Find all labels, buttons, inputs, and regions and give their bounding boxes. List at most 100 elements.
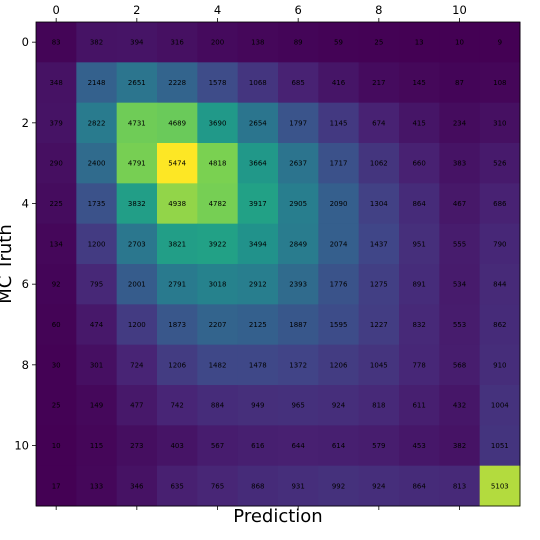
heatmap-cell [197,102,239,144]
heatmap-cell [318,465,360,507]
cell-value-label: 1735 [88,200,106,208]
heatmap-cell [439,102,481,144]
cell-value-label: 868 [251,482,264,490]
y-tick-label: 0 [22,35,29,49]
cell-value-label: 1482 [209,361,227,369]
heatmap-cell [237,465,279,507]
cell-value-label: 660 [412,160,425,168]
cell-value-label: 813 [453,482,466,490]
heatmap-cell [197,22,239,63]
cell-value-label: 1200 [88,240,106,248]
cell-value-label: 949 [251,402,264,410]
heatmap-cell [116,183,158,225]
heatmap-cell [36,344,77,386]
cell-value-label: 87 [455,79,464,87]
plot-frame [35,21,521,507]
heatmap-cell [358,264,400,305]
cell-value-label: 416 [332,79,346,87]
heatmap-cell [36,264,77,305]
cell-value-label: 1578 [209,79,227,87]
heatmap-cell [399,143,440,184]
heatmap-cell [157,183,198,225]
cell-value-label: 864 [412,200,426,208]
cell-value-label: 1372 [289,361,307,369]
heatmap-cell [197,264,239,305]
heatmap-cell [237,22,279,63]
y-axis-title: MC Truth [0,224,16,303]
cell-value-label: 742 [170,402,183,410]
cell-value-label: 5103 [491,482,509,490]
cell-value-label: 4791 [128,160,146,168]
heatmap-cell [157,304,198,346]
heatmap-cell [439,385,481,426]
cell-value-label: 832 [412,321,425,329]
cell-value-label: 2148 [88,79,106,87]
cell-value-label: 453 [412,442,425,450]
heatmap-cell [439,264,481,305]
heatmap-cell [237,264,279,305]
heatmap-cell [399,344,440,386]
cell-value-label: 3494 [249,240,267,248]
heatmap-cell [237,344,279,386]
heatmap-cell [237,385,279,426]
cell-value-label: 1717 [330,160,348,168]
cell-value-label: 1776 [330,281,348,289]
heatmap-cell [36,183,77,225]
heatmap-cell [76,22,118,63]
cell-value-label: 379 [49,119,62,127]
cell-value-label: 25 [374,39,383,47]
heatmap-cell [197,304,239,346]
cell-value-label: 2654 [249,119,267,127]
heatmap-cell [76,465,118,507]
cell-value-label: 59 [334,39,343,47]
heatmap-cell [76,385,118,426]
cell-value-label: 145 [412,79,425,87]
heatmap-cell [157,22,198,63]
cell-value-label: 2393 [289,281,307,289]
cell-value-label: 1051 [491,442,509,450]
heatmap-cell [237,62,279,104]
cell-value-label: 200 [211,39,224,47]
cell-value-label: 2207 [209,321,227,329]
cell-value-label: 60 [52,321,61,329]
cell-value-label: 1304 [370,200,388,208]
cell-value-label: 1437 [370,240,388,248]
heatmap-cell [479,102,521,144]
cell-value-label: 92 [52,281,61,289]
heatmap-cell [76,62,118,104]
cell-value-label: 432 [453,402,466,410]
heatmap-cell [36,223,77,265]
cell-value-label: 30 [52,361,61,369]
cell-value-label: 1887 [289,321,307,329]
heatmap-cell [278,425,319,467]
heatmap-cell [116,62,158,104]
cell-value-label: 3922 [209,240,227,248]
cell-value-label: 614 [332,442,346,450]
heatmap-cell [479,264,521,305]
cell-value-label: 862 [493,321,506,329]
cell-value-label: 4731 [128,119,146,127]
cell-value-label: 3832 [128,200,146,208]
heatmap-cell-labels: 83 382 394 316 200 138 89 59 25 13 10 9 348 2148 2651 2… [49,39,509,491]
heatmap-cell [439,22,481,63]
cell-value-label: 273 [130,442,143,450]
heatmap-cell [76,223,118,265]
heatmap-cell [197,62,239,104]
cell-value-label: 553 [453,321,466,329]
heatmap-cell [157,143,198,184]
cell-value-label: 4938 [168,200,186,208]
heatmap-cell [237,425,279,467]
heatmap-cell [157,385,198,426]
cell-value-label: 138 [251,39,264,47]
x-tick-label: 6 [295,3,302,17]
cell-value-label: 89 [294,39,303,47]
heatmap-cell [237,143,279,184]
cell-value-label: 17 [52,482,61,490]
cell-value-label: 2703 [128,240,146,248]
heatmap-cell [399,264,440,305]
heatmap-cell [399,22,440,63]
heatmap-cell [76,425,118,467]
heatmap-cell [318,183,360,225]
heatmap-cell [278,385,319,426]
